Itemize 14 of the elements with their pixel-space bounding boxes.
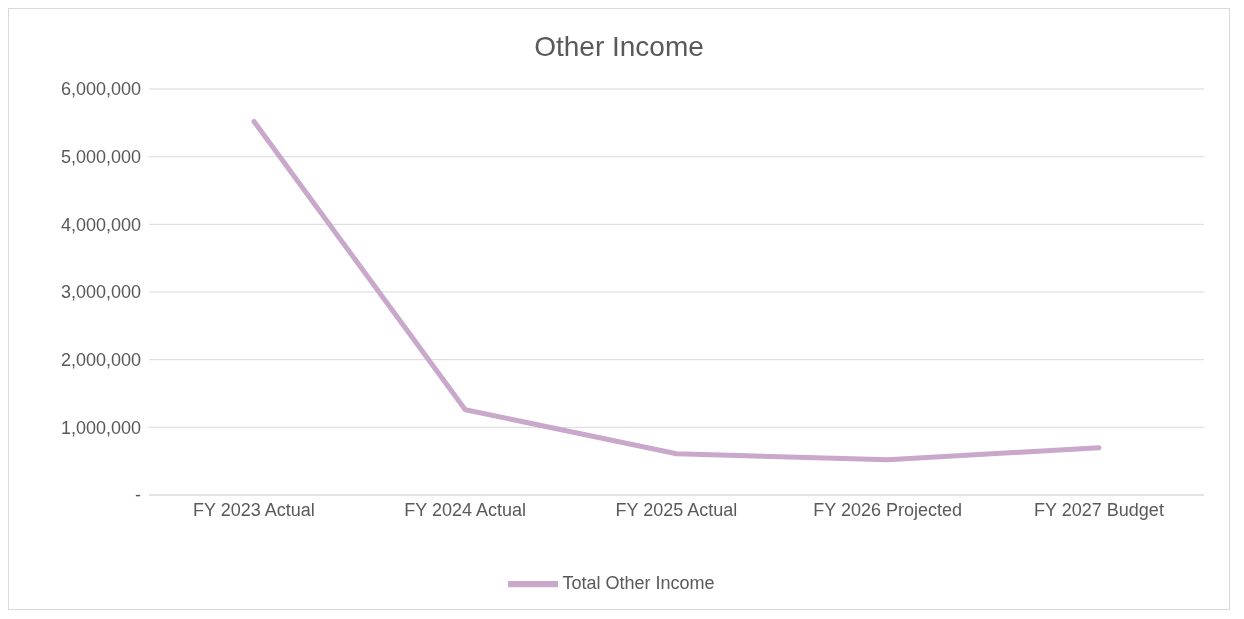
x-tick-label: FY 2027 Budget <box>1034 499 1164 520</box>
x-tick-label: FY 2025 Actual <box>615 499 738 520</box>
y-tick-label: - <box>135 485 141 506</box>
y-tick-label: 4,000,000 <box>60 214 141 235</box>
y-tick-label: 2,000,000 <box>60 350 141 371</box>
y-tick-label: 5,000,000 <box>60 147 141 168</box>
legend-label: Total Other Income <box>562 572 715 593</box>
y-tick-label: 3,000,000 <box>60 282 141 303</box>
chart-title: Other Income <box>533 30 705 64</box>
x-tick-label: FY 2026 Projected <box>813 499 963 520</box>
y-tick-label: 1,000,000 <box>60 417 141 438</box>
y-tick-label: 6,000,000 <box>60 79 141 100</box>
x-tick-label: FY 2024 Actual <box>404 499 527 520</box>
x-tick-label: FY 2023 Actual <box>193 499 315 520</box>
